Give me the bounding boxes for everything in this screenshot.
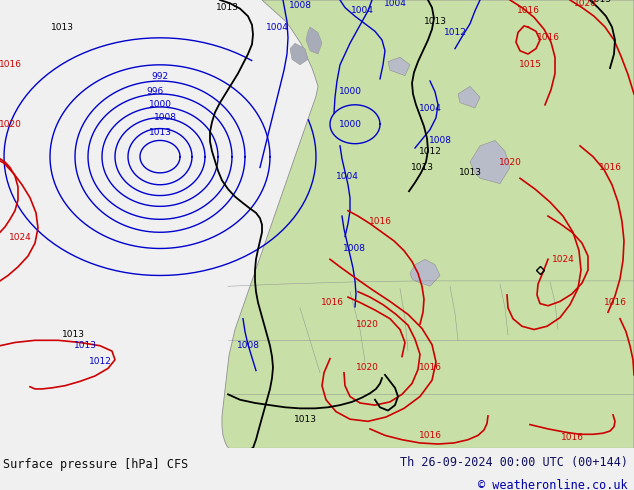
Text: 1004: 1004: [351, 6, 373, 15]
Polygon shape: [290, 43, 308, 65]
Text: 996: 996: [146, 87, 164, 97]
Text: 1004: 1004: [266, 23, 288, 31]
Text: 1020: 1020: [0, 120, 22, 129]
Text: 1015: 1015: [519, 60, 541, 69]
Text: 1016: 1016: [418, 431, 441, 440]
Text: 1024: 1024: [552, 255, 574, 264]
Text: Th 26-09-2024 00:00 UTC (00+144): Th 26-09-2024 00:00 UTC (00+144): [399, 456, 628, 469]
Text: 1016: 1016: [560, 433, 583, 442]
Text: 1008: 1008: [342, 244, 365, 253]
Text: 1004: 1004: [384, 0, 406, 8]
Text: 1012: 1012: [418, 147, 441, 156]
Text: 1008: 1008: [429, 136, 451, 145]
Polygon shape: [306, 27, 322, 54]
Text: 1024: 1024: [9, 233, 31, 242]
Text: 1013: 1013: [148, 128, 172, 137]
Text: 1016: 1016: [598, 163, 621, 172]
Text: 1012: 1012: [89, 357, 112, 367]
Text: 1012: 1012: [444, 28, 467, 37]
Text: 1008: 1008: [236, 341, 259, 350]
Text: 1013: 1013: [51, 23, 74, 31]
Text: 1004: 1004: [418, 103, 441, 113]
Polygon shape: [458, 86, 480, 108]
Text: 1013: 1013: [458, 169, 481, 177]
Text: © weatheronline.co.uk: © weatheronline.co.uk: [478, 479, 628, 490]
Polygon shape: [388, 57, 410, 75]
Text: 1016: 1016: [368, 217, 392, 226]
Text: 1020: 1020: [356, 319, 378, 329]
Text: 1016: 1016: [536, 33, 559, 42]
Text: 1016: 1016: [321, 298, 344, 307]
Text: 1013: 1013: [61, 330, 84, 340]
Text: 1013: 1013: [294, 415, 316, 424]
Text: 1020: 1020: [356, 363, 378, 372]
Text: Surface pressure [hPa] CFS: Surface pressure [hPa] CFS: [3, 458, 188, 471]
Text: 1008: 1008: [153, 113, 176, 122]
Text: 1020: 1020: [498, 158, 521, 167]
Text: 992: 992: [152, 72, 169, 81]
Text: 1020: 1020: [574, 0, 597, 8]
Text: 1008: 1008: [288, 1, 311, 10]
Text: 1000: 1000: [339, 87, 361, 97]
Text: 1013: 1013: [216, 3, 238, 12]
Text: 1013: 1013: [424, 17, 446, 26]
Text: 1016: 1016: [604, 298, 626, 307]
Text: 1000: 1000: [148, 100, 172, 109]
Text: 1013: 1013: [588, 0, 612, 4]
Text: 1004: 1004: [335, 172, 358, 181]
Polygon shape: [222, 0, 634, 448]
Text: 1013: 1013: [74, 341, 96, 350]
Polygon shape: [470, 141, 510, 184]
Text: 1000: 1000: [339, 120, 361, 129]
Text: 1016: 1016: [418, 363, 441, 372]
Text: 1016: 1016: [517, 6, 540, 15]
Text: 1016: 1016: [0, 60, 22, 69]
Polygon shape: [410, 259, 440, 286]
Text: 1013: 1013: [410, 163, 434, 172]
